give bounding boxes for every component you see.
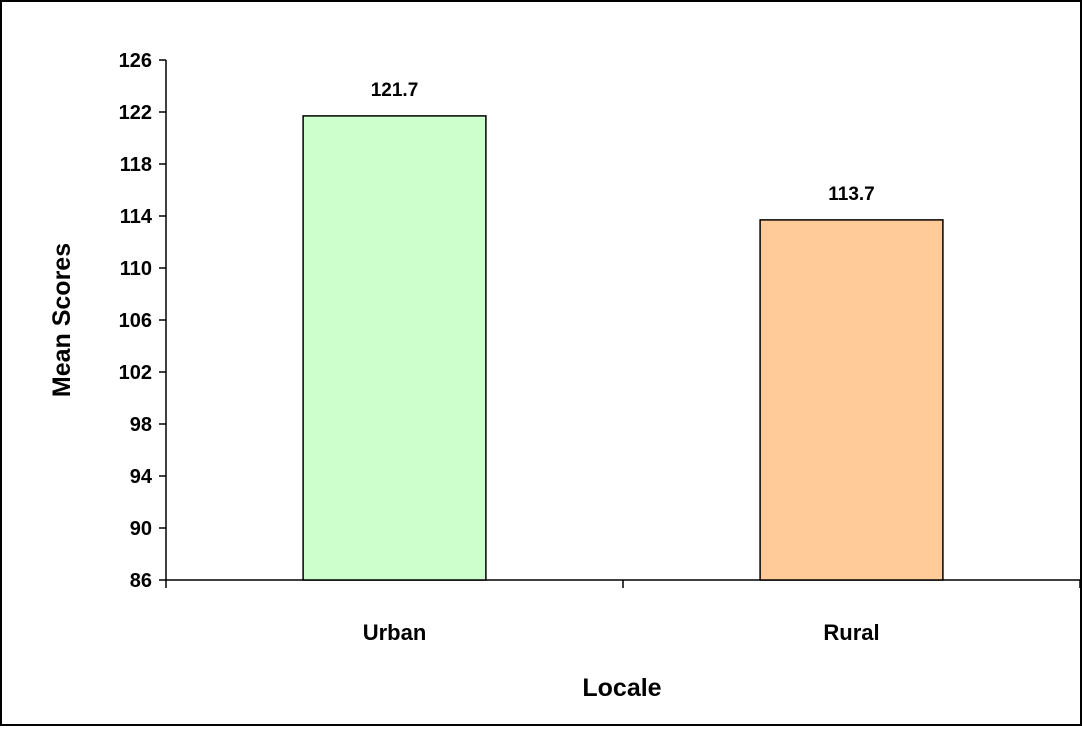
bar-urban bbox=[302, 115, 487, 581]
y-tick-label: 86 bbox=[130, 570, 152, 592]
data-label: 113.7 bbox=[828, 184, 875, 205]
x-axis-title: Locale bbox=[582, 674, 661, 702]
bar-rural bbox=[759, 219, 944, 581]
y-tick-label: 122 bbox=[119, 102, 152, 124]
y-tick-label: 114 bbox=[120, 206, 153, 228]
data-label: 121.7 bbox=[371, 80, 419, 101]
y-tick-label: 106 bbox=[119, 310, 152, 332]
x-tick-label: Rural bbox=[823, 620, 879, 645]
y-tick-label: 118 bbox=[120, 154, 152, 176]
y-tick-label: 98 bbox=[130, 414, 152, 436]
y-tick-label: 110 bbox=[120, 258, 152, 280]
y-tick-label: 90 bbox=[130, 518, 152, 540]
y-tick-label: 94 bbox=[130, 466, 153, 488]
x-tick-label: Urban bbox=[363, 620, 427, 645]
y-axis-title: Mean Scores bbox=[48, 243, 76, 397]
plot-area: 86 90 94 98 102 106 110 114 118 122 126 121.7 Urban 1… bbox=[119, 50, 1081, 645]
y-tick-label: 126 bbox=[119, 50, 152, 72]
y-tick-label: 102 bbox=[119, 362, 152, 384]
